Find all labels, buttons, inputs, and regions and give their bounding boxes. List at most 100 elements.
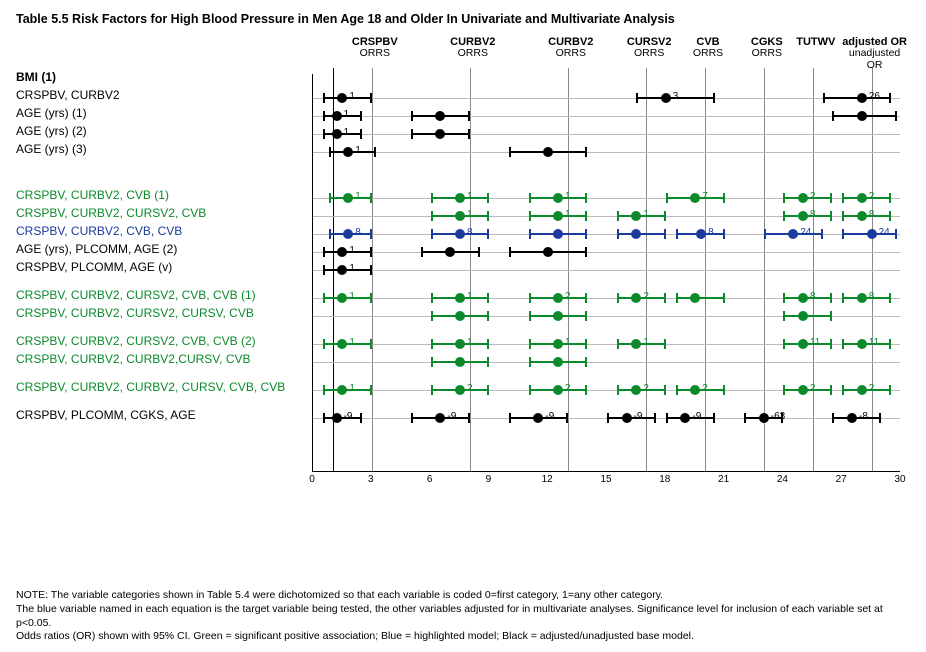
point-marker: [332, 111, 342, 121]
x-tick: 12: [534, 474, 560, 485]
point-marker: [631, 385, 641, 395]
ci-interval: 2: [842, 386, 891, 394]
point-marker: [337, 265, 347, 275]
point-marker: [680, 413, 690, 423]
point-value: 1: [349, 263, 355, 274]
point-value: 11: [869, 337, 879, 348]
point-value: 1: [355, 191, 361, 202]
point-value: -9: [634, 411, 643, 422]
ci-interval: 11: [842, 340, 891, 348]
row-gridline: [313, 252, 900, 253]
point-value: 2: [643, 291, 649, 302]
point-value: 1: [467, 337, 473, 348]
point-value: 8: [869, 209, 875, 220]
row-label: CRSPBV, CURBV2, CURSV2, CVB, CVB (1): [16, 289, 256, 302]
point-value: 2: [565, 383, 571, 394]
point-value: -9: [692, 411, 701, 422]
ci-interval: 24: [842, 230, 897, 238]
point-marker: [543, 147, 553, 157]
row-label: CRSPBV, CURBV2, CURBV2,CURSV, CVB: [16, 353, 251, 366]
ci-interval: 26: [823, 94, 892, 102]
point-marker: [798, 293, 808, 303]
row-label: AGE (yrs) (1): [16, 107, 87, 120]
row-gridline: [313, 270, 900, 271]
point-marker: [553, 385, 563, 395]
point-value: 2: [869, 191, 875, 202]
ci-interval: 1: [431, 194, 490, 202]
point-marker: [455, 311, 465, 321]
point-value: 1: [349, 245, 355, 256]
point-value: 24: [879, 227, 890, 238]
ci-interval: 1: [431, 294, 490, 302]
point-marker: [798, 211, 808, 221]
ci-interval: -9: [666, 414, 715, 422]
point-marker: [455, 193, 465, 203]
x-tick: 9: [475, 474, 501, 485]
ci-interval: 1: [329, 148, 376, 156]
row-gridline: [313, 98, 900, 99]
footnote-line: The blue variable named in each equation…: [16, 603, 910, 630]
row-gridline: [313, 116, 900, 117]
point-value: 2: [869, 383, 875, 394]
ci-interval: 2: [529, 294, 588, 302]
x-tick: 27: [828, 474, 854, 485]
point-marker: [337, 293, 347, 303]
x-tick: 24: [769, 474, 795, 485]
ci-interval: 3: [636, 94, 714, 102]
column-header: CURSV2ORRS: [621, 36, 677, 60]
point-value: 1: [344, 109, 350, 120]
row-gridline: [313, 152, 900, 153]
point-marker: [553, 211, 563, 221]
row-label: CRSPBV, PLCOMM, CGKS, AGE: [16, 409, 196, 422]
ci-interval: 8: [431, 230, 490, 238]
point-marker: [337, 93, 347, 103]
point-marker: [332, 413, 342, 423]
point-value: 1: [643, 337, 649, 348]
point-marker: [343, 193, 353, 203]
ci-interval: [431, 358, 490, 366]
point-value: 8: [467, 227, 473, 238]
row-label: CRSPBV, CURBV2, CURBV2, CURSV, CVB, CVB: [16, 381, 285, 394]
point-marker: [455, 229, 465, 239]
point-value: 2: [702, 383, 708, 394]
ci-interval: -63: [744, 414, 783, 422]
ci-interval: 2: [617, 294, 666, 302]
point-value: 1: [643, 209, 649, 220]
ci-interval: 1: [323, 94, 372, 102]
group-header: BMI (1): [16, 71, 56, 84]
point-value: 24: [800, 227, 811, 238]
ci-interval: [529, 358, 588, 366]
point-value: 11: [810, 337, 820, 348]
point-marker: [696, 229, 706, 239]
ci-interval: 1: [431, 212, 490, 220]
point-marker: [788, 229, 798, 239]
ci-interval: 2: [783, 194, 832, 202]
point-value: -9: [447, 411, 456, 422]
point-value: 1: [565, 337, 571, 348]
ci-interval: 8: [783, 294, 832, 302]
point-marker: [435, 129, 445, 139]
footnote-line: NOTE: The variable categories shown in T…: [16, 589, 910, 603]
point-marker: [661, 93, 671, 103]
point-value: 2: [810, 383, 816, 394]
point-marker: [553, 357, 563, 367]
point-marker: [857, 211, 867, 221]
point-value: 8: [355, 227, 361, 238]
point-value: 2: [810, 191, 816, 202]
point-value: -63: [771, 411, 785, 422]
row-label: CRSPBV, CURBV2, CURSV2, CVB, CVB (2): [16, 335, 256, 348]
point-marker: [543, 247, 553, 257]
point-value: 2: [643, 383, 649, 394]
point-value: -9: [344, 411, 353, 422]
point-value: 2: [565, 291, 571, 302]
ci-interval: 1: [329, 194, 372, 202]
column-header: CRSPBVORRS: [347, 36, 403, 60]
point-marker: [455, 339, 465, 349]
ci-interval: 2: [529, 386, 588, 394]
ci-interval: 1: [323, 294, 372, 302]
ci-interval: 1: [529, 212, 588, 220]
x-tick: 21: [711, 474, 737, 485]
point-value: 1: [565, 191, 571, 202]
point-marker: [435, 413, 445, 423]
ci-interval: 2: [783, 386, 832, 394]
